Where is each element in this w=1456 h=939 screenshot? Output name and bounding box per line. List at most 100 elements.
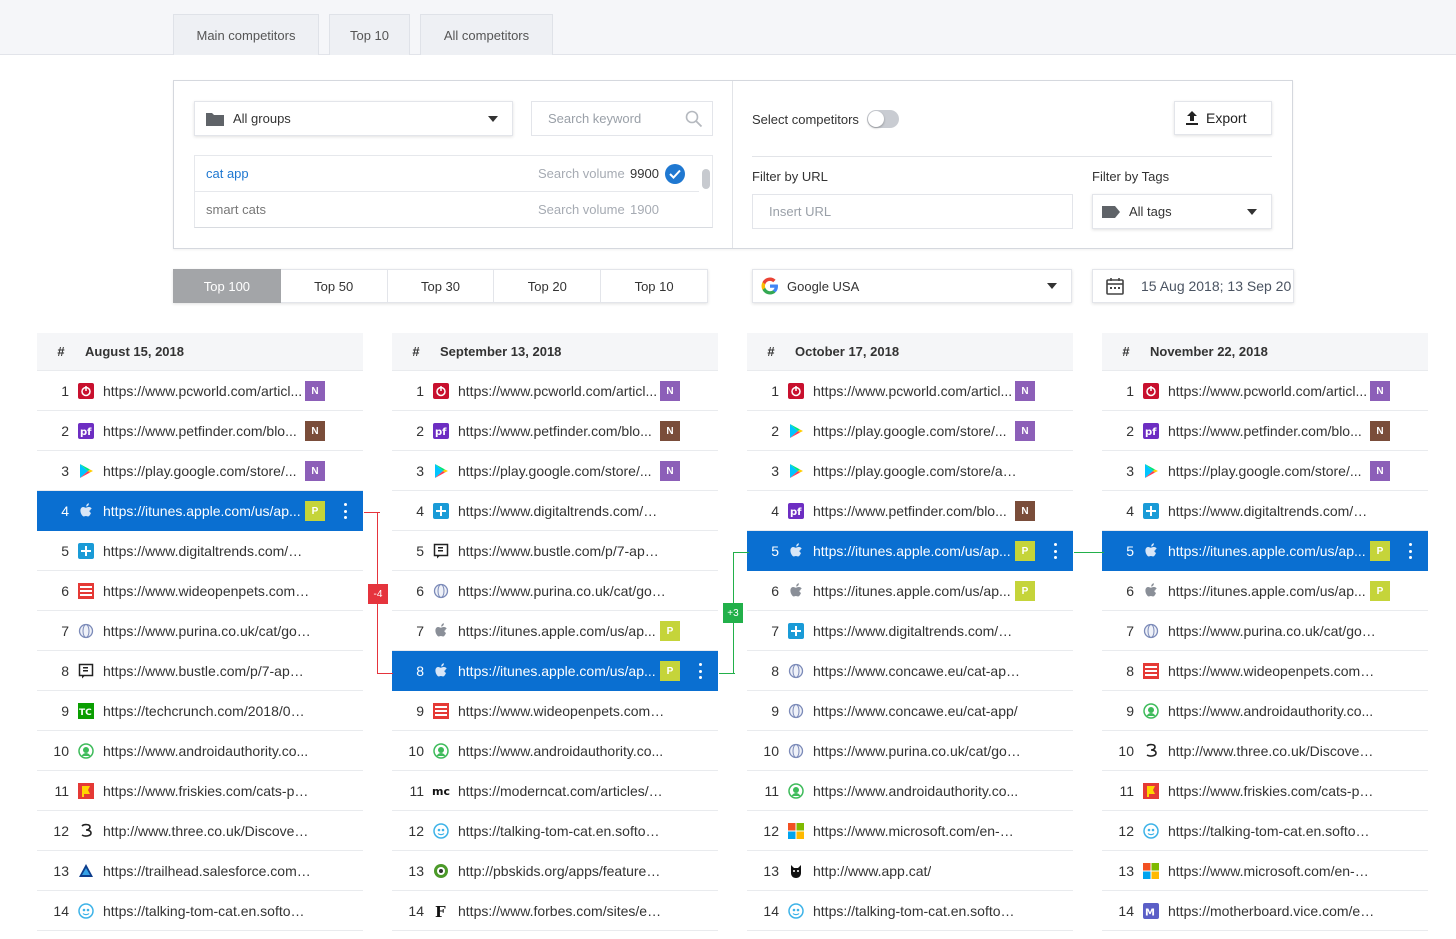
ranking-url[interactable]: https://play.google.com/store/... [813, 422, 1007, 439]
ranking-row[interactable]: 1 https://www.pcworld.com/articl... N [747, 371, 1073, 411]
ranking-row[interactable]: 2 pf https://www.petfinder.com/blo... N [37, 411, 363, 451]
ranking-url[interactable]: https://www.concawe.eu/cat-app/... [813, 662, 1021, 679]
keyword-list-scrollbar[interactable] [702, 169, 710, 189]
ranking-url[interactable]: https://www.bustle.com/p/7-apps... [103, 662, 311, 679]
more-options-icon[interactable] [1408, 543, 1412, 559]
ranking-url[interactable]: https://itunes.apple.com/us/ap... [458, 662, 656, 679]
ranking-row[interactable]: 7 https://www.digitaltrends.com/m... [747, 611, 1073, 651]
group-select[interactable]: All groups [194, 101, 513, 136]
ranking-url[interactable]: http://www.app.cat/ [813, 862, 932, 879]
more-options-icon[interactable] [698, 663, 702, 679]
ranking-url[interactable]: https://moderncat.com/articles/a... [458, 782, 666, 799]
ranking-url[interactable]: https://www.wideopenpets.com/t... [1168, 662, 1376, 679]
ranking-row[interactable]: 2 https://play.google.com/store/... N [747, 411, 1073, 451]
ranking-row[interactable]: 12 https://talking-tom-cat.en.softoni... [1102, 811, 1428, 851]
keyword-row[interactable]: smart cats Search volume 1900 [195, 192, 699, 227]
ranking-url[interactable]: https://itunes.apple.com/us/ap... [1168, 582, 1366, 599]
search-engine-select[interactable]: Google USA [752, 269, 1072, 303]
ranking-url[interactable]: https://www.purina.co.uk/cat/go-... [103, 622, 311, 639]
ranking-row[interactable]: 7 https://www.purina.co.uk/cat/go-... [1102, 611, 1428, 651]
ranking-row[interactable]: 4 https://www.digitaltrends.com/m... [1102, 491, 1428, 531]
url-input[interactable]: Insert URL [752, 194, 1073, 229]
ranking-row[interactable]: 13 https://www.microsoft.com/en-us... [1102, 851, 1428, 891]
more-options-icon[interactable] [343, 503, 347, 519]
ranking-row[interactable]: 11 mc https://moderncat.com/articles/a... [392, 771, 718, 811]
ranking-url[interactable]: https://www.friskies.com/cats-play/ [103, 782, 311, 799]
ranking-url[interactable]: http://www.three.co.uk/Discover/... [103, 822, 311, 839]
ranking-url[interactable]: https://www.petfinder.com/blo... [103, 422, 297, 439]
ranking-row[interactable]: 12 http://www.three.co.uk/Discover/... [37, 811, 363, 851]
ranking-row[interactable]: 2 pf https://www.petfinder.com/blo... N [1102, 411, 1428, 451]
ranking-url[interactable]: https://talking-tom-cat.en.softoni... [458, 822, 666, 839]
tab-all-competitors[interactable]: All competitors [420, 14, 553, 55]
ranking-row[interactable]: 13 https://trailhead.salesforce.com/e... [37, 851, 363, 891]
ranking-url[interactable]: https://itunes.apple.com/us/ap... [458, 622, 656, 639]
ranking-row[interactable]: 9 TC https://techcrunch.com/2018/07/... [37, 691, 363, 731]
ranking-url[interactable]: https://play.google.com/store/... [458, 462, 652, 479]
ranking-row[interactable]: 5 https://itunes.apple.com/us/ap... P [747, 531, 1073, 571]
top-100-button[interactable]: Top 100 [173, 269, 281, 303]
ranking-url[interactable]: https://www.petfinder.com/blo... [813, 502, 1007, 519]
top-30-button[interactable]: Top 30 [387, 269, 495, 303]
ranking-url[interactable]: https://www.pcworld.com/articl... [1168, 382, 1368, 399]
ranking-row[interactable]: 8 https://itunes.apple.com/us/ap... P [392, 651, 718, 691]
ranking-url[interactable]: https://www.microsoft.com/en-us... [813, 822, 1021, 839]
ranking-url[interactable]: https://techcrunch.com/2018/07/... [103, 702, 311, 719]
ranking-url[interactable]: https://www.petfinder.com/blo... [458, 422, 652, 439]
ranking-url[interactable]: https://www.pcworld.com/articl... [103, 382, 303, 399]
ranking-url[interactable]: https://itunes.apple.com/us/ap... [813, 542, 1011, 559]
ranking-row[interactable]: 14 https://talking-tom-cat.en.softoni... [37, 891, 363, 931]
ranking-url[interactable]: https://www.digitaltrends.com/m... [1168, 502, 1376, 519]
ranking-row[interactable]: 6 https://www.wideopenpets.com/t... [37, 571, 363, 611]
top-10-button[interactable]: Top 10 [601, 269, 708, 303]
ranking-row[interactable]: 4 https://itunes.apple.com/us/ap... P [37, 491, 363, 531]
ranking-url[interactable]: https://www.androidauthority.co... [813, 782, 1019, 799]
ranking-row[interactable]: 13 http://pbskids.org/apps/features/... [392, 851, 718, 891]
tab-top-10[interactable]: Top 10 [329, 14, 410, 55]
ranking-row[interactable]: 5 https://www.bustle.com/p/7-apps... [392, 531, 718, 571]
ranking-url[interactable]: https://www.purina.co.uk/cat/go-... [1168, 622, 1376, 639]
search-keyword-input[interactable]: Search keyword [531, 101, 713, 136]
ranking-row[interactable]: 7 https://www.purina.co.uk/cat/go-... [37, 611, 363, 651]
ranking-url[interactable]: https://www.wideopenpets.com/t... [103, 582, 311, 599]
ranking-url[interactable]: https://itunes.apple.com/us/ap... [1168, 542, 1366, 559]
ranking-url[interactable]: https://www.petfinder.com/blo... [1168, 422, 1362, 439]
ranking-row[interactable]: 8 https://www.wideopenpets.com/t... [1102, 651, 1428, 691]
ranking-row[interactable]: 6 https://itunes.apple.com/us/ap... P [747, 571, 1073, 611]
ranking-url[interactable]: https://motherboard.vice.com/en... [1168, 902, 1376, 919]
tags-select[interactable]: All tags [1092, 194, 1272, 229]
ranking-row[interactable]: 14 https://talking-tom-cat.en.softoni... [747, 891, 1073, 931]
ranking-url[interactable]: https://talking-tom-cat.en.softoni... [813, 902, 1021, 919]
ranking-row[interactable]: 5 https://www.digitaltrends.com/m... [37, 531, 363, 571]
ranking-row[interactable]: 1 https://www.pcworld.com/articl... N [1102, 371, 1428, 411]
checkmark-icon[interactable] [665, 164, 685, 184]
ranking-row[interactable]: 13 http://www.app.cat/ [747, 851, 1073, 891]
ranking-row[interactable]: 10 http://www.three.co.uk/Discover/... [1102, 731, 1428, 771]
ranking-url[interactable]: http://pbskids.org/apps/features/... [458, 862, 666, 879]
ranking-row[interactable]: 10 https://www.purina.co.uk/cat/go-... [747, 731, 1073, 771]
ranking-row[interactable]: 11 https://www.friskies.com/cats-play/ [37, 771, 363, 811]
ranking-url[interactable]: https://www.androidauthority.co... [103, 742, 309, 759]
top-20-button[interactable]: Top 20 [494, 269, 602, 303]
ranking-row[interactable]: 3 https://play.google.com/store/... N [1102, 451, 1428, 491]
ranking-url[interactable]: https://play.google.com/store/ap... [813, 462, 1021, 479]
ranking-row[interactable]: 9 https://www.wideopenpets.com/t... [392, 691, 718, 731]
ranking-row[interactable]: 5 https://itunes.apple.com/us/ap... P [1102, 531, 1428, 571]
ranking-url[interactable]: https://www.digitaltrends.com/m... [458, 502, 666, 519]
ranking-row[interactable]: 6 https://itunes.apple.com/us/ap... P [1102, 571, 1428, 611]
select-competitors-toggle[interactable] [867, 110, 899, 128]
ranking-url[interactable]: https://itunes.apple.com/us/ap... [103, 502, 301, 519]
ranking-url[interactable]: https://www.forbes.com/sites/ed... [458, 902, 666, 919]
top-50-button[interactable]: Top 50 [280, 269, 388, 303]
ranking-url[interactable]: https://www.digitaltrends.com/m... [813, 622, 1021, 639]
ranking-row[interactable]: 8 https://www.bustle.com/p/7-apps... [37, 651, 363, 691]
ranking-url[interactable]: https://play.google.com/store/... [1168, 462, 1362, 479]
ranking-url[interactable]: https://www.pcworld.com/articl... [458, 382, 658, 399]
ranking-url[interactable]: https://talking-tom-cat.en.softoni... [1168, 822, 1376, 839]
ranking-row[interactable]: 10 https://www.androidauthority.co... [392, 731, 718, 771]
ranking-url[interactable]: https://www.wideopenpets.com/t... [458, 702, 666, 719]
ranking-row[interactable]: 8 https://www.concawe.eu/cat-app/... [747, 651, 1073, 691]
ranking-row[interactable]: 3 https://play.google.com/store/... N [37, 451, 363, 491]
